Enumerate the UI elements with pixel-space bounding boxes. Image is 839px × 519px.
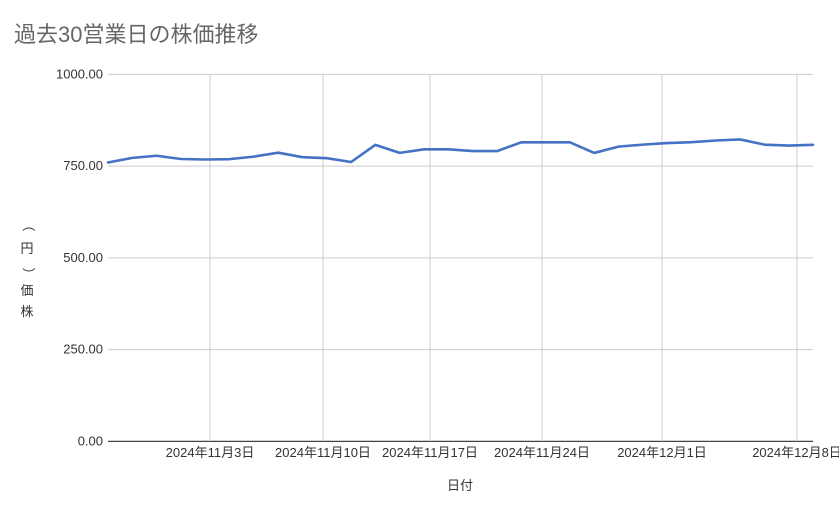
svg-text:250.00: 250.00 — [63, 342, 103, 357]
svg-text:円: 円 — [20, 241, 33, 256]
svg-text:2024年11月17日: 2024年11月17日 — [382, 445, 478, 460]
svg-text:0.00: 0.00 — [78, 433, 103, 448]
svg-text:価: 価 — [20, 283, 33, 298]
svg-text:2024年11月10日: 2024年11月10日 — [275, 445, 371, 460]
svg-text:2024年12月1日: 2024年12月1日 — [617, 445, 707, 460]
svg-text:1000.00: 1000.00 — [56, 66, 103, 81]
svg-text:500.00: 500.00 — [63, 250, 103, 265]
svg-text:株: 株 — [20, 304, 33, 319]
svg-text:750.00: 750.00 — [63, 158, 103, 173]
svg-text:2024年11月24日: 2024年11月24日 — [494, 445, 590, 460]
svg-text:2024年11月3日: 2024年11月3日 — [166, 445, 255, 460]
svg-text:日付: 日付 — [447, 478, 473, 493]
svg-text:2024年12月8日: 2024年12月8日 — [752, 445, 839, 460]
svg-text:（: （ — [21, 218, 36, 231]
svg-text:）: ） — [21, 267, 36, 280]
